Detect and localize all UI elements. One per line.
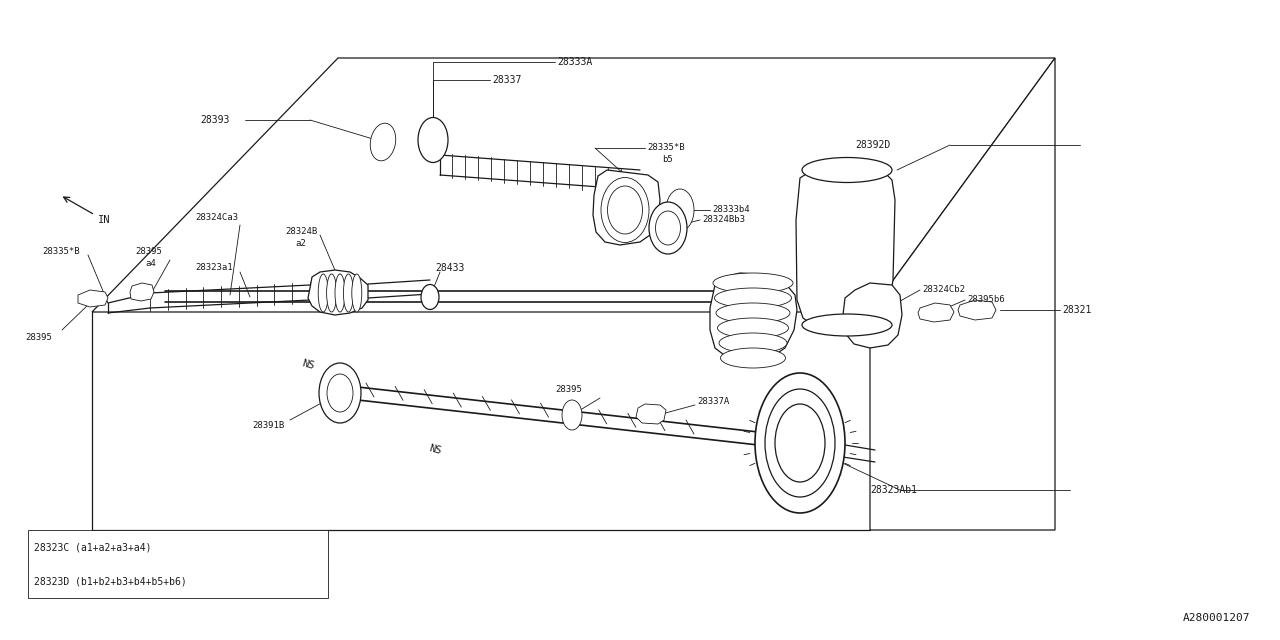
Ellipse shape [718,318,788,338]
Polygon shape [593,170,660,245]
Text: a2: a2 [294,239,306,248]
Text: 28324Cb2: 28324Cb2 [922,285,965,294]
Text: 28393: 28393 [200,115,229,125]
Text: 28392D: 28392D [855,140,891,150]
Ellipse shape [713,273,794,293]
Ellipse shape [655,211,681,245]
Ellipse shape [716,303,790,323]
Ellipse shape [421,285,439,310]
Text: 28335*B: 28335*B [42,248,79,257]
Text: 28324Ca3: 28324Ca3 [195,214,238,223]
Text: 28395: 28395 [556,385,582,394]
Ellipse shape [649,202,687,254]
Text: 28323C (a1+a2+a3+a4): 28323C (a1+a2+a3+a4) [35,542,151,552]
Text: 28323a1: 28323a1 [195,264,233,273]
Ellipse shape [419,118,448,163]
Polygon shape [918,303,954,322]
Polygon shape [844,283,902,348]
Ellipse shape [326,274,337,312]
Text: a4: a4 [145,259,156,268]
Polygon shape [92,58,1055,312]
Text: 28333b4: 28333b4 [712,205,750,214]
Text: 28324B: 28324B [285,227,317,237]
Ellipse shape [803,157,892,182]
Polygon shape [957,300,996,320]
Polygon shape [636,404,666,424]
Ellipse shape [319,363,361,423]
Ellipse shape [335,274,346,312]
Ellipse shape [721,348,786,368]
Text: 28337: 28337 [492,75,521,85]
FancyBboxPatch shape [28,530,328,598]
Text: 28324Bb3: 28324Bb3 [701,216,745,225]
Text: IN: IN [99,215,110,225]
Ellipse shape [666,189,694,231]
Text: A280001207: A280001207 [1183,613,1251,623]
Text: 28395: 28395 [26,333,52,342]
Text: 28321: 28321 [1062,305,1092,315]
Polygon shape [796,163,895,332]
Text: 28335*B: 28335*B [646,143,685,152]
Polygon shape [308,270,369,315]
Ellipse shape [774,404,826,482]
Ellipse shape [755,373,845,513]
Text: 28391B: 28391B [252,420,284,429]
Text: 28433: 28433 [435,263,465,273]
Ellipse shape [352,274,362,312]
Text: 28323Ab1: 28323Ab1 [870,485,916,495]
Text: 28395b6: 28395b6 [966,296,1005,305]
Text: b5: b5 [662,156,673,164]
Polygon shape [710,273,797,362]
Text: NS: NS [428,444,443,456]
Text: 28337A: 28337A [698,397,730,406]
Ellipse shape [765,389,835,497]
Ellipse shape [719,333,787,353]
Ellipse shape [602,177,649,243]
Ellipse shape [326,374,353,412]
Text: 28395: 28395 [134,248,161,257]
Ellipse shape [714,288,791,308]
Text: 28323D (b1+b2+b3+b4+b5+b6): 28323D (b1+b2+b3+b4+b5+b6) [35,576,187,586]
Text: NS: NS [301,358,315,371]
Ellipse shape [343,274,353,312]
Text: 28333A: 28333A [557,57,593,67]
Ellipse shape [319,274,328,312]
Polygon shape [78,290,108,307]
Ellipse shape [608,186,643,234]
Ellipse shape [803,314,892,336]
Ellipse shape [370,123,396,161]
Polygon shape [870,58,1055,530]
Polygon shape [131,283,154,301]
Ellipse shape [562,400,582,430]
